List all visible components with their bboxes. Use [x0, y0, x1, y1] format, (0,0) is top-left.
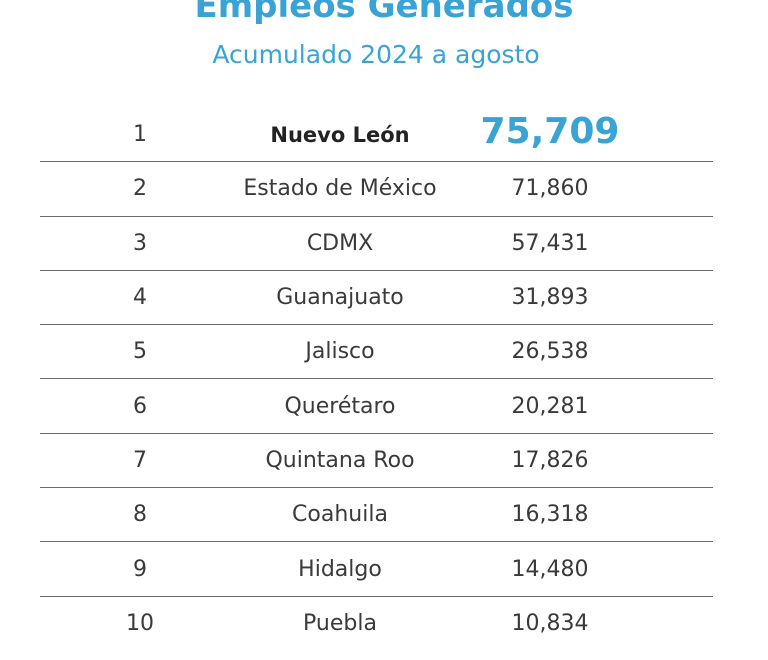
page-title: Empleos Generados	[194, 0, 574, 26]
rank-cell: 7	[133, 447, 147, 473]
value-cell: 17,826	[511, 447, 589, 473]
value-cell: 14,480	[511, 556, 589, 582]
value-cell: 16,318	[511, 502, 589, 528]
table-row: 9 Hidalgo 14,480	[40, 542, 713, 597]
table-row: 10 Puebla 10,834	[40, 597, 713, 651]
rank-cell: 3	[133, 230, 147, 256]
state-cell: Quintana Roo	[265, 447, 415, 473]
table-row: 8 Coahuila 16,318	[40, 488, 713, 543]
rank-cell: 4	[133, 285, 147, 311]
rank-cell: 2	[133, 176, 147, 202]
state-cell: Querétaro	[284, 393, 396, 419]
value-cell: 20,281	[511, 393, 589, 419]
table-row: 4 Guanajuato 31,893	[40, 271, 713, 326]
page-subtitle: Acumulado 2024 a agosto	[212, 40, 540, 69]
table-row: 5 Jalisco 26,538	[40, 325, 713, 380]
state-cell: Puebla	[303, 611, 377, 637]
rank-cell: 5	[133, 339, 147, 365]
table-row: 7 Quintana Roo 17,826	[40, 434, 713, 489]
value-cell: 10,834	[511, 611, 589, 637]
table-row: 2 Estado de México 71,860	[40, 162, 713, 217]
value-cell: 57,431	[511, 230, 589, 256]
value-cell: 75,709	[480, 111, 620, 153]
table-row: 1 Nuevo León 75,709	[40, 108, 713, 163]
state-cell: Nuevo León	[270, 122, 410, 147]
state-cell: Jalisco	[305, 339, 375, 365]
state-cell: Hidalgo	[298, 556, 382, 582]
rank-cell: 9	[133, 556, 147, 582]
rank-cell: 6	[133, 393, 147, 419]
state-cell: Estado de México	[243, 176, 437, 202]
state-cell: Guanajuato	[276, 285, 404, 311]
rank-cell: 8	[133, 502, 147, 528]
rank-cell: 10	[126, 611, 154, 637]
state-cell: Coahuila	[292, 502, 388, 528]
rank-cell: 1	[133, 122, 147, 148]
value-cell: 26,538	[511, 339, 589, 365]
value-cell: 31,893	[511, 285, 589, 311]
table-row: 3 CDMX 57,431	[40, 217, 713, 271]
state-cell: CDMX	[306, 230, 374, 256]
value-cell: 71,860	[511, 176, 589, 202]
ranking-table: 1 Nuevo León 75,709 2 Estado de México 7…	[40, 108, 713, 651]
table-row: 6 Querétaro 20,281	[40, 379, 713, 434]
